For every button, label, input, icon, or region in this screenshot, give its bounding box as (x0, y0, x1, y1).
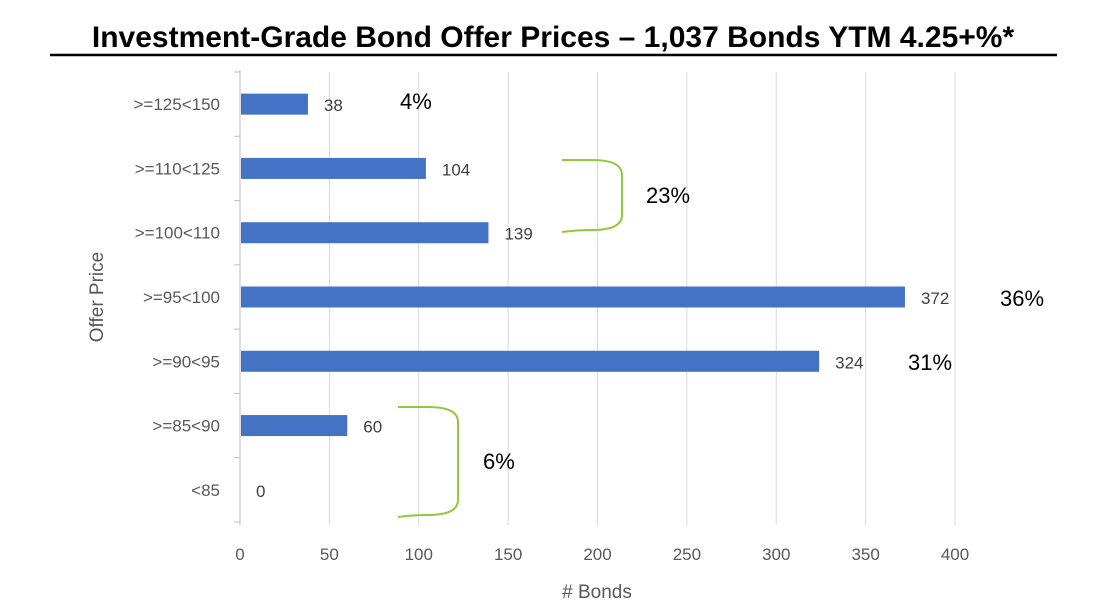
x-tick-label: 0 (235, 545, 244, 564)
x-tick-label: 350 (851, 545, 879, 564)
category-label: >=85<90 (152, 417, 220, 436)
category-label: >=110<125 (135, 159, 220, 178)
x-axis-label: # Bonds (562, 582, 632, 603)
x-tick-label: 100 (405, 545, 433, 564)
bar (241, 222, 489, 244)
data-label: 38 (324, 96, 343, 115)
category-label: <85 (191, 481, 220, 500)
data-label: 372 (921, 289, 949, 308)
annotation-31-percent: 31% (908, 350, 952, 375)
x-tick-label: 50 (320, 545, 339, 564)
y-axis-label: Offer Price (87, 252, 108, 342)
annotation-23-percent: 23% (646, 183, 690, 208)
bars (241, 93, 905, 437)
annotation-6-percent: 6% (483, 449, 515, 474)
data-label: 139 (504, 225, 532, 244)
annotation-36-percent: 36% (1000, 286, 1044, 311)
bar (241, 415, 348, 437)
bar (241, 286, 905, 308)
data-label: 0 (256, 482, 265, 501)
category-label: >=95<100 (143, 288, 220, 307)
chart-title: Investment-Grade Bond Offer Prices – 1,0… (92, 21, 1015, 54)
x-tick-label: 300 (762, 545, 790, 564)
category-label: >=90<95 (152, 352, 220, 371)
y-axis-ticks (234, 71, 240, 523)
data-label: 104 (442, 160, 470, 179)
category-label: >=100<110 (135, 224, 220, 243)
x-tick-label: 250 (673, 545, 701, 564)
bar (241, 157, 426, 179)
bar (241, 350, 820, 372)
bar (241, 93, 308, 115)
x-tick-label: 200 (583, 545, 611, 564)
x-tick-label: 150 (494, 545, 522, 564)
data-label: 324 (835, 353, 863, 372)
x-tick-label: 400 (941, 545, 969, 564)
annotation-4-percent: 4% (400, 89, 432, 114)
category-label: >=125<150 (133, 95, 220, 114)
x-axis-ticks: 0 50 100 150 200 250 300 350 400 (235, 545, 969, 564)
bracket-6-percent (397, 406, 459, 518)
bracket-23-percent (561, 159, 623, 233)
data-label: 60 (363, 418, 382, 437)
category-labels: >=125<150 >=110<125 >=100<110 >=95<100 >=90<… (133, 95, 220, 500)
data-labels: 38 104 139 372 324 60 0 (256, 96, 949, 501)
